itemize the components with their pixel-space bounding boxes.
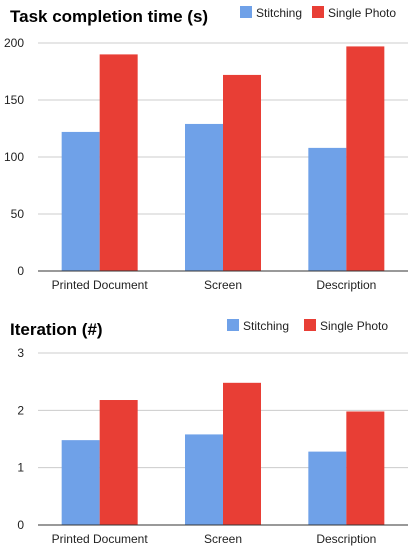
chart1-ytick-label-4: 200 xyxy=(4,36,24,50)
chart1-bar-1-3 xyxy=(308,147,347,271)
chart2-bar-2-3 xyxy=(346,411,385,525)
chart2-ytick-label-0: 0 xyxy=(17,518,24,532)
chart2-bar-1-1 xyxy=(61,440,100,525)
chart-iteration-svg: Iteration (#) Stitching Single Photo 0 1 2 3 Pr… xyxy=(10,319,408,546)
chart1-ytick-label-3: 150 xyxy=(4,93,24,107)
chart1-bar-2-2 xyxy=(223,74,261,271)
chart-task-completion-time-svg: Task completion time (s) Stitching Single … xyxy=(4,6,408,292)
chart2-legend-label-2: Single Photo xyxy=(320,319,388,333)
chart2-legend-label-1: Stitching xyxy=(243,319,289,333)
chart1-category-label-1: Printed Document xyxy=(52,278,149,292)
chart1-category-label-2: Screen xyxy=(204,278,242,292)
chart2-bar-2-2 xyxy=(223,382,261,525)
chart2-ytick-label-2: 2 xyxy=(17,403,24,417)
chart2-legend-swatch-1 xyxy=(227,319,239,331)
chart2-ytick-label-1: 1 xyxy=(17,461,24,475)
chart1-title: Task completion time (s) xyxy=(10,7,208,26)
chart2-category-label-1: Printed Document xyxy=(52,532,149,546)
chart1-bar-2-3 xyxy=(346,46,385,271)
chart2-ytick-label-3: 3 xyxy=(17,346,24,360)
chart1-bar-1-1 xyxy=(61,131,100,271)
chart2-category-label-2: Screen xyxy=(204,532,242,546)
chart1-legend-swatch-1 xyxy=(240,6,252,18)
chart2-bar-1-2 xyxy=(185,434,223,525)
chart2-bar-1-3 xyxy=(308,451,347,525)
chart1-ytick-label-0: 0 xyxy=(17,264,24,278)
chart1-legend-label-2: Single Photo xyxy=(328,6,396,20)
chart1-legend-label-1: Stitching xyxy=(256,6,302,20)
chart-task-completion-time: Task completion time (s) Stitching Single … xyxy=(4,6,408,292)
chart2-bar-2-1 xyxy=(99,400,138,525)
chart1-category-label-3: Description xyxy=(316,278,376,292)
chart1-ytick-label-1: 50 xyxy=(11,207,25,221)
chart1-bar-1-2 xyxy=(185,123,223,271)
chart2-category-label-3: Description xyxy=(316,532,376,546)
chart-iteration: Iteration (#) Stitching Single Photo 0 1 2 3 Pr… xyxy=(0,310,416,553)
chart1-ytick-label-2: 100 xyxy=(4,150,24,164)
chart1-bar-2-1 xyxy=(99,54,138,272)
chart2-title: Iteration (#) xyxy=(10,320,103,339)
chart1-legend-swatch-2 xyxy=(312,6,324,18)
chart2-legend-swatch-2 xyxy=(304,319,316,331)
